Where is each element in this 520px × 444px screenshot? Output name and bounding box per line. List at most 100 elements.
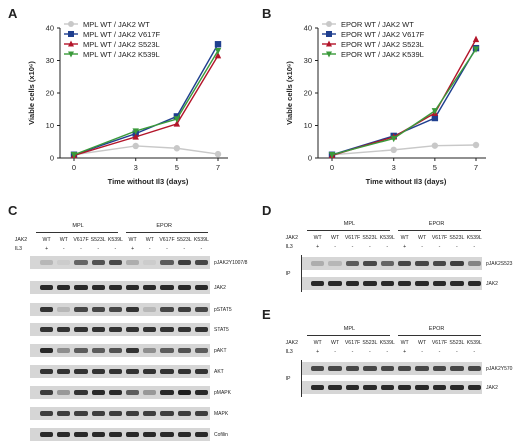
band: [108, 431, 122, 438]
data-point: [390, 135, 397, 143]
group-bar-mpl: [36, 232, 118, 233]
y-tick-label: 30: [46, 56, 54, 65]
series-line: [73, 43, 219, 156]
legend-label: EPOR WT / JAK2 WT: [341, 20, 414, 29]
band: [415, 260, 429, 267]
data-point: [431, 108, 439, 115]
band: [415, 280, 429, 287]
lane-label: WT: [59, 237, 68, 243]
band-label: pMAPK: [214, 389, 231, 396]
il3-status: -: [438, 349, 441, 355]
ip-bracket: [301, 255, 302, 292]
band: [160, 284, 174, 291]
il3-status: -: [386, 244, 389, 250]
x-axis-label: Time without Il3 (days): [108, 177, 189, 186]
group-label-mpl: MPL: [343, 326, 356, 332]
panel-label-a: A: [8, 6, 18, 21]
band: [177, 347, 191, 354]
band: [398, 365, 412, 372]
band: [194, 284, 208, 291]
legend-label: MPL WT / JAK2 K539L: [83, 50, 160, 59]
band: [126, 326, 140, 333]
band: [108, 368, 122, 375]
band: [74, 306, 88, 313]
band: [160, 431, 174, 438]
il3-status: -: [166, 246, 168, 252]
band: [126, 259, 140, 266]
lane-label: S523L: [449, 340, 465, 346]
band: [450, 280, 464, 287]
band: [40, 306, 54, 313]
band: [108, 347, 122, 354]
band: [177, 410, 191, 417]
y-tick-label: 40: [304, 24, 312, 33]
band: [40, 326, 54, 333]
il3-status: -: [334, 244, 336, 250]
band: [160, 326, 174, 333]
band: [57, 259, 71, 266]
band-label: JAK2: [214, 284, 226, 291]
band: [74, 326, 88, 333]
blot-strip: [302, 381, 482, 394]
band: [432, 260, 447, 267]
data-point: [472, 35, 480, 43]
row-header-il3: IL3: [14, 246, 23, 252]
lane-label: K539L: [193, 237, 209, 243]
lane-label: V617F: [344, 235, 361, 241]
group-bar-epor: [398, 335, 481, 336]
band: [126, 347, 140, 354]
band: [91, 431, 105, 438]
lane-label: V617F: [431, 235, 448, 241]
il3-status: -: [183, 246, 186, 252]
growth-chart-epor: 0 10 20 30 40 0 3 5 7 Time without Il3 (days) Viab…: [285, 20, 486, 186]
band: [380, 365, 394, 372]
band: [40, 410, 54, 417]
group-bar-epor: [126, 232, 208, 233]
band: [311, 365, 325, 372]
band: [143, 347, 157, 354]
ip-label: IP: [285, 270, 291, 277]
band-label: JAK2: [486, 280, 498, 287]
band: [143, 389, 157, 396]
band: [311, 260, 325, 267]
il3-status: +: [316, 349, 320, 355]
x-tick-label: 5: [433, 163, 437, 172]
lane-label: V617F: [159, 237, 175, 243]
band: [143, 410, 157, 417]
band: [40, 368, 54, 375]
band: [177, 326, 191, 333]
data-point: [132, 142, 139, 150]
band: [380, 384, 394, 391]
data-point: [68, 51, 74, 58]
lane-label: WT: [128, 237, 137, 243]
group-label-mpl: MPL: [72, 223, 84, 229]
band: [40, 347, 54, 354]
band: [177, 389, 191, 396]
band: [328, 384, 342, 391]
panel-label-c: C: [8, 203, 18, 218]
series-line: [331, 144, 477, 156]
blot-strip: [30, 256, 210, 269]
lane-label: S523L: [362, 340, 378, 346]
band: [363, 260, 377, 267]
blot-strip: [30, 365, 210, 378]
band: [415, 384, 429, 391]
band: [380, 280, 394, 287]
band: [108, 410, 122, 417]
lane-label: WT: [418, 340, 427, 346]
y-tick-label: 0: [50, 154, 54, 163]
band: [91, 347, 105, 354]
band: [160, 389, 174, 396]
group-bar-epor: [398, 230, 481, 231]
y-tick-label: 20: [46, 89, 54, 98]
il3-status: -: [421, 244, 423, 250]
band: [57, 431, 71, 438]
band: [143, 431, 157, 438]
legend-label: EPOR WT / JAK2 K539L: [341, 50, 424, 59]
data-point: [132, 133, 139, 140]
il3-status: -: [456, 349, 458, 355]
il3-status: -: [97, 246, 100, 252]
band: [57, 368, 71, 375]
series-line: [73, 50, 219, 156]
group-bar-mpl: [307, 230, 390, 231]
